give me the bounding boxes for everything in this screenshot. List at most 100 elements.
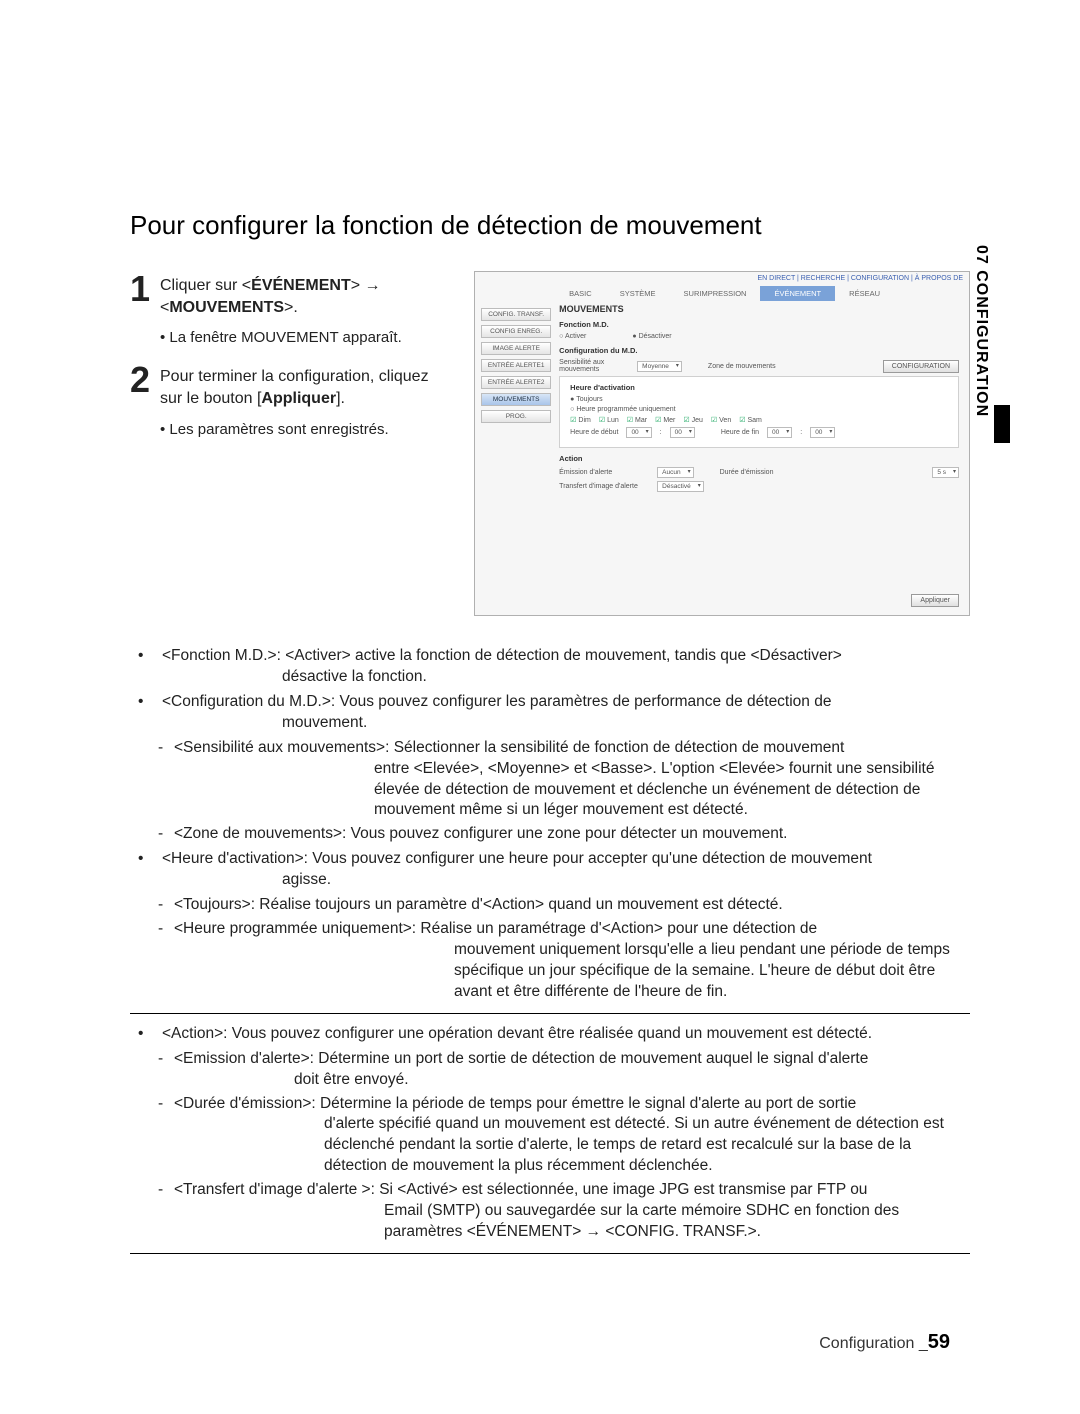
bullet-icon: •	[130, 646, 162, 688]
btn-zone-config[interactable]: CONFIGURATION	[883, 360, 959, 373]
chk-ven[interactable]: Ven	[711, 416, 731, 424]
desc-transfert: - <Transfert d'image d'alerte >: Si <Act…	[158, 1180, 970, 1243]
ui-sub-fonction: Fonction M.D.	[559, 320, 959, 329]
chk-lun[interactable]: Lun	[599, 416, 619, 424]
steps-column: 1 Cliquer sur <ÉVÉNEMENT> → <MOUVEMENTS>…	[130, 271, 444, 454]
desc-text: <Heure d'activation>: Vous pouvez config…	[162, 849, 970, 891]
desc-duree: - <Durée d'émission>: Détermine la pério…	[158, 1094, 970, 1178]
sel-end-h[interactable]: 00	[767, 427, 792, 438]
side-image-alerte[interactable]: IMAGE ALERTE	[481, 342, 551, 355]
row-action-alert: Émission d'alerte Aucun Durée d'émission…	[559, 467, 959, 478]
radio-desactiver[interactable]: Désactiver	[632, 333, 671, 340]
bullet-icon: •	[130, 849, 162, 891]
ui-sub-config: Configuration du M.D.	[559, 346, 959, 355]
btn-appliquer[interactable]: Appliquer	[911, 594, 959, 607]
sel-emission[interactable]: Aucun	[657, 467, 693, 478]
desc-action: • <Action>: Vous pouvez configurer une o…	[130, 1024, 970, 1045]
txt: <	[160, 299, 169, 316]
dash-icon: -	[158, 1180, 174, 1243]
line: <Sensibilité aux mouvements>: Sélectionn…	[174, 739, 844, 756]
desc-config: • <Configuration du M.D.>: Vous pouvez c…	[130, 692, 970, 734]
radio-heure-prog[interactable]: Heure programmée uniquement	[570, 406, 675, 413]
kw-evenement: ÉVÉNEMENT	[251, 277, 351, 294]
side-prog[interactable]: PROG.	[481, 410, 551, 423]
tab-systeme[interactable]: SYSTÈME	[606, 286, 670, 301]
ui-sub-action: Action	[559, 454, 959, 463]
sel-start-h[interactable]: 00	[626, 427, 651, 438]
desc-text: <Heure programmée uniquement>: Réalise u…	[174, 919, 970, 1003]
row-times: Heure de début 00 : 00 Heure de fin 00 :…	[570, 427, 948, 438]
select-sensibilite[interactable]: Moyenne	[637, 361, 682, 372]
bullet-icon: •	[130, 1024, 162, 1045]
desc-fonction: • <Fonction M.D.>: <Activer> active la f…	[130, 646, 970, 688]
chk-jeu[interactable]: Jeu	[683, 416, 703, 424]
side-config-enreg[interactable]: CONFIG ENREG.	[481, 325, 551, 338]
line: mouvement uniquement lorsqu'elle a lieu …	[454, 941, 950, 1000]
line: Email (SMTP) ou sauvegardée sur la carte…	[384, 1202, 899, 1240]
radio-activer[interactable]: Activer	[559, 333, 586, 340]
side-mouvements[interactable]: MOUVEMENTS	[481, 393, 551, 406]
desc-text: <Configuration du M.D.>: Vous pouvez con…	[162, 692, 970, 734]
desc-text: <Action>: Vous pouvez configurer une opé…	[162, 1024, 970, 1045]
tab-basic[interactable]: BASIC	[555, 286, 606, 301]
tab-surimpression[interactable]: SURIMPRESSION	[670, 286, 761, 301]
row-days: Dim Lun Mar Mer Jeu Ven Sam	[570, 416, 948, 424]
line: <Fonction M.D.>: <Activer> active la fon…	[162, 647, 842, 664]
step-2: 2 Pour terminer la configuration, clique…	[130, 362, 444, 409]
dash-icon: -	[158, 824, 174, 845]
line: <Heure programmée uniquement>: Réalise u…	[174, 920, 817, 937]
description-block: • <Fonction M.D.>: <Activer> active la f…	[130, 646, 970, 1254]
desc-text: <Zone de mouvements>: Vous pouvez config…	[174, 824, 970, 845]
desc-text: <Emission d'alerte>: Détermine un port d…	[174, 1049, 970, 1091]
side-entree-alerte2[interactable]: ENTRÉE ALERTE2	[481, 376, 551, 389]
desc-text: <Durée d'émission>: Détermine la période…	[174, 1094, 970, 1178]
line: désactive la fonction.	[282, 668, 427, 685]
ui-main: MOUVEMENTS Fonction M.D. Activer Désacti…	[559, 304, 959, 607]
step-text: Cliquer sur <ÉVÉNEMENT> → <MOUVEMENTS>.	[160, 271, 381, 318]
sel-end-m[interactable]: 00	[810, 427, 835, 438]
radio-toujours[interactable]: Toujours	[570, 396, 603, 403]
lbl-sensibilite: Sensibilité aux mouvements	[559, 359, 629, 373]
chk-mer[interactable]: Mer	[655, 416, 675, 424]
chk-dim[interactable]: Dim	[570, 416, 591, 424]
dash-icon: -	[158, 919, 174, 1003]
txt: Cliquer sur <	[160, 277, 251, 294]
lbl-zone: Zone de mouvements	[708, 363, 776, 370]
ui-top-links[interactable]: EN DIRECT | RECHERCHE | CONFIGURATION | …	[758, 275, 964, 282]
txt: >.	[284, 299, 298, 316]
row-sensibilite: Sensibilité aux mouvements Moyenne Zone …	[559, 359, 959, 373]
step-sub: La fenêtre MOUVEMENT apparaît.	[160, 328, 444, 348]
divider	[130, 1013, 970, 1014]
dash-icon: -	[158, 1049, 174, 1091]
dash-icon: -	[158, 738, 174, 822]
sel-transfert[interactable]: Désactivé	[657, 481, 704, 492]
tab-evenement[interactable]: ÉVÉNEMENT	[760, 286, 835, 301]
line: entre <Elevée>, <Moyenne> et <Basse>. L'…	[374, 760, 934, 819]
line: mouvement.	[282, 714, 367, 731]
side-entree-alerte1[interactable]: ENTRÉE ALERTE1	[481, 359, 551, 372]
line: doit être envoyé.	[294, 1071, 409, 1088]
lbl-end: Heure de fin	[721, 429, 759, 436]
ui-tabs: BASIC SYSTÈME SURIMPRESSION ÉVÉNEMENT RÉ…	[555, 286, 969, 301]
desc-text: <Toujours>: Réalise toujours un paramètr…	[174, 895, 970, 916]
desc-heure-prog: - <Heure programmée uniquement>: Réalise…	[158, 919, 970, 1003]
line: <Transfert d'image d'alerte >: Si <Activ…	[174, 1181, 867, 1198]
page-title: Pour configurer la fonction de détection…	[130, 210, 970, 241]
line: <Heure d'activation>: Vous pouvez config…	[162, 850, 872, 867]
chk-mar[interactable]: Mar	[627, 416, 647, 424]
tab-reseau[interactable]: RÉSEAU	[835, 286, 894, 301]
dash-icon: -	[158, 895, 174, 916]
chk-sam[interactable]: Sam	[739, 416, 762, 424]
row-fonction-radio: Activer Désactiver	[559, 333, 959, 340]
side-config-transf[interactable]: CONFIG. TRANSF.	[481, 308, 551, 321]
kw-appliquer: Appliquer	[261, 390, 336, 407]
sel-duree[interactable]: 5 s	[932, 467, 959, 478]
sel-start-m[interactable]: 00	[670, 427, 695, 438]
line: <Emission d'alerte>: Détermine un port d…	[174, 1050, 868, 1067]
desc-emission: - <Emission d'alerte>: Détermine un port…	[158, 1049, 970, 1091]
line: d'alerte spécifié quand un mouvement est…	[324, 1115, 944, 1174]
ui-sidebar: CONFIG. TRANSF. CONFIG ENREG. IMAGE ALER…	[481, 308, 551, 423]
txt: > →	[351, 277, 381, 294]
step-sub: Les paramètres sont enregistrés.	[160, 420, 444, 440]
step-text: Pour terminer la configuration, cliquez …	[160, 362, 444, 409]
